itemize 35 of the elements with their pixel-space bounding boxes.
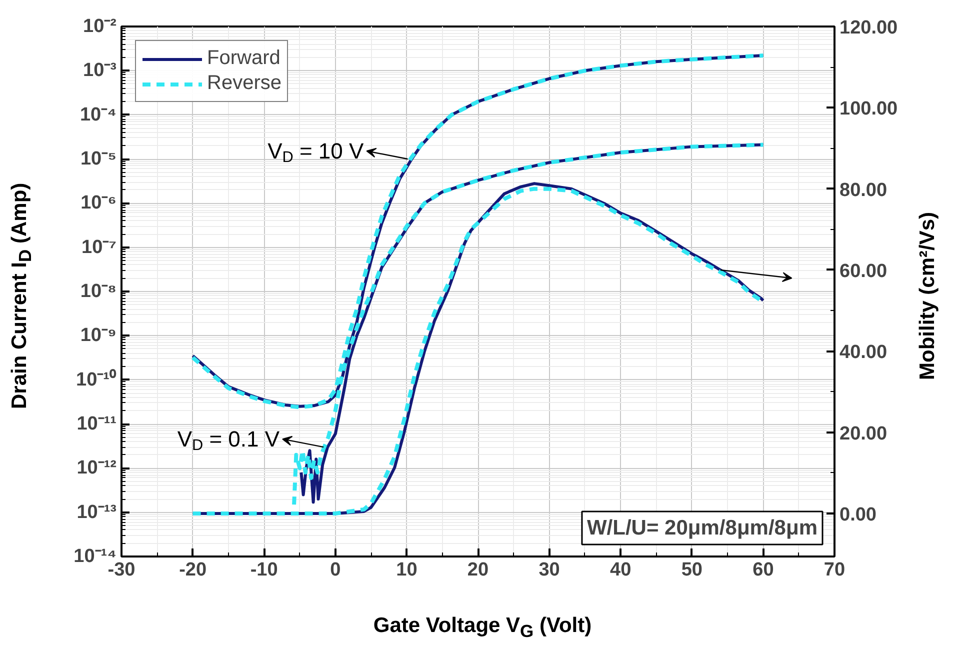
y2-tick-label: 120.00 xyxy=(840,18,898,38)
x-tick-label: 0 xyxy=(330,560,341,580)
y2-axis-title: Mobility (cm²/Vs) xyxy=(915,211,940,382)
x-tick-label: 60 xyxy=(752,560,774,580)
x-tick-label: 10 xyxy=(396,560,418,580)
y-tick-label: 10⁻⁹ xyxy=(80,325,117,346)
x-tick-label: 40 xyxy=(610,560,632,580)
x-tick-label: 70 xyxy=(824,560,846,580)
y-tick-label: 10⁻¹³ xyxy=(76,502,117,523)
annotation: W/L/U= 20μm/8μm/8μm xyxy=(586,516,818,540)
x-tick-label: 50 xyxy=(681,560,702,580)
y2-tick-label: 80.00 xyxy=(840,180,888,201)
x-tick-label: 30 xyxy=(538,560,560,580)
x-tick-label: -30 xyxy=(108,560,136,580)
x-tick-label: 20 xyxy=(467,560,489,580)
y-tick-label: 10⁻¹⁰ xyxy=(76,368,117,390)
y-tick-label: 10⁻³ xyxy=(83,60,117,82)
y-tick-label: 10⁻⁵ xyxy=(80,148,117,170)
y2-tick-label: 100.00 xyxy=(840,98,898,120)
y2-tick-label: 0.00 xyxy=(840,504,876,526)
y-tick-label: 10⁻¹¹ xyxy=(76,414,117,434)
y-tick-label: 10⁻⁶ xyxy=(80,192,117,214)
y-tick-label: 10⁻¹² xyxy=(76,458,117,479)
x-axis-title: Gate Voltage V$_{G}$ (Volt) xyxy=(372,613,593,644)
y2-tick-label: 40.00 xyxy=(840,342,888,364)
legend-label: Forward xyxy=(207,47,280,70)
y2-tick-label: 60.00 xyxy=(840,260,888,282)
y2-tick-label: 20.00 xyxy=(840,423,888,444)
y-tick-label: 10⁻² xyxy=(83,16,117,37)
x-tick-label: -10 xyxy=(250,560,278,580)
legend-label: Reverse xyxy=(207,72,282,95)
x-tick-label: -20 xyxy=(179,560,207,580)
y-tick-label: 10⁻⁸ xyxy=(80,281,117,302)
y-tick-label: 10⁻⁴ xyxy=(80,104,117,126)
y-tick-label: 10⁻⁷ xyxy=(82,236,117,258)
